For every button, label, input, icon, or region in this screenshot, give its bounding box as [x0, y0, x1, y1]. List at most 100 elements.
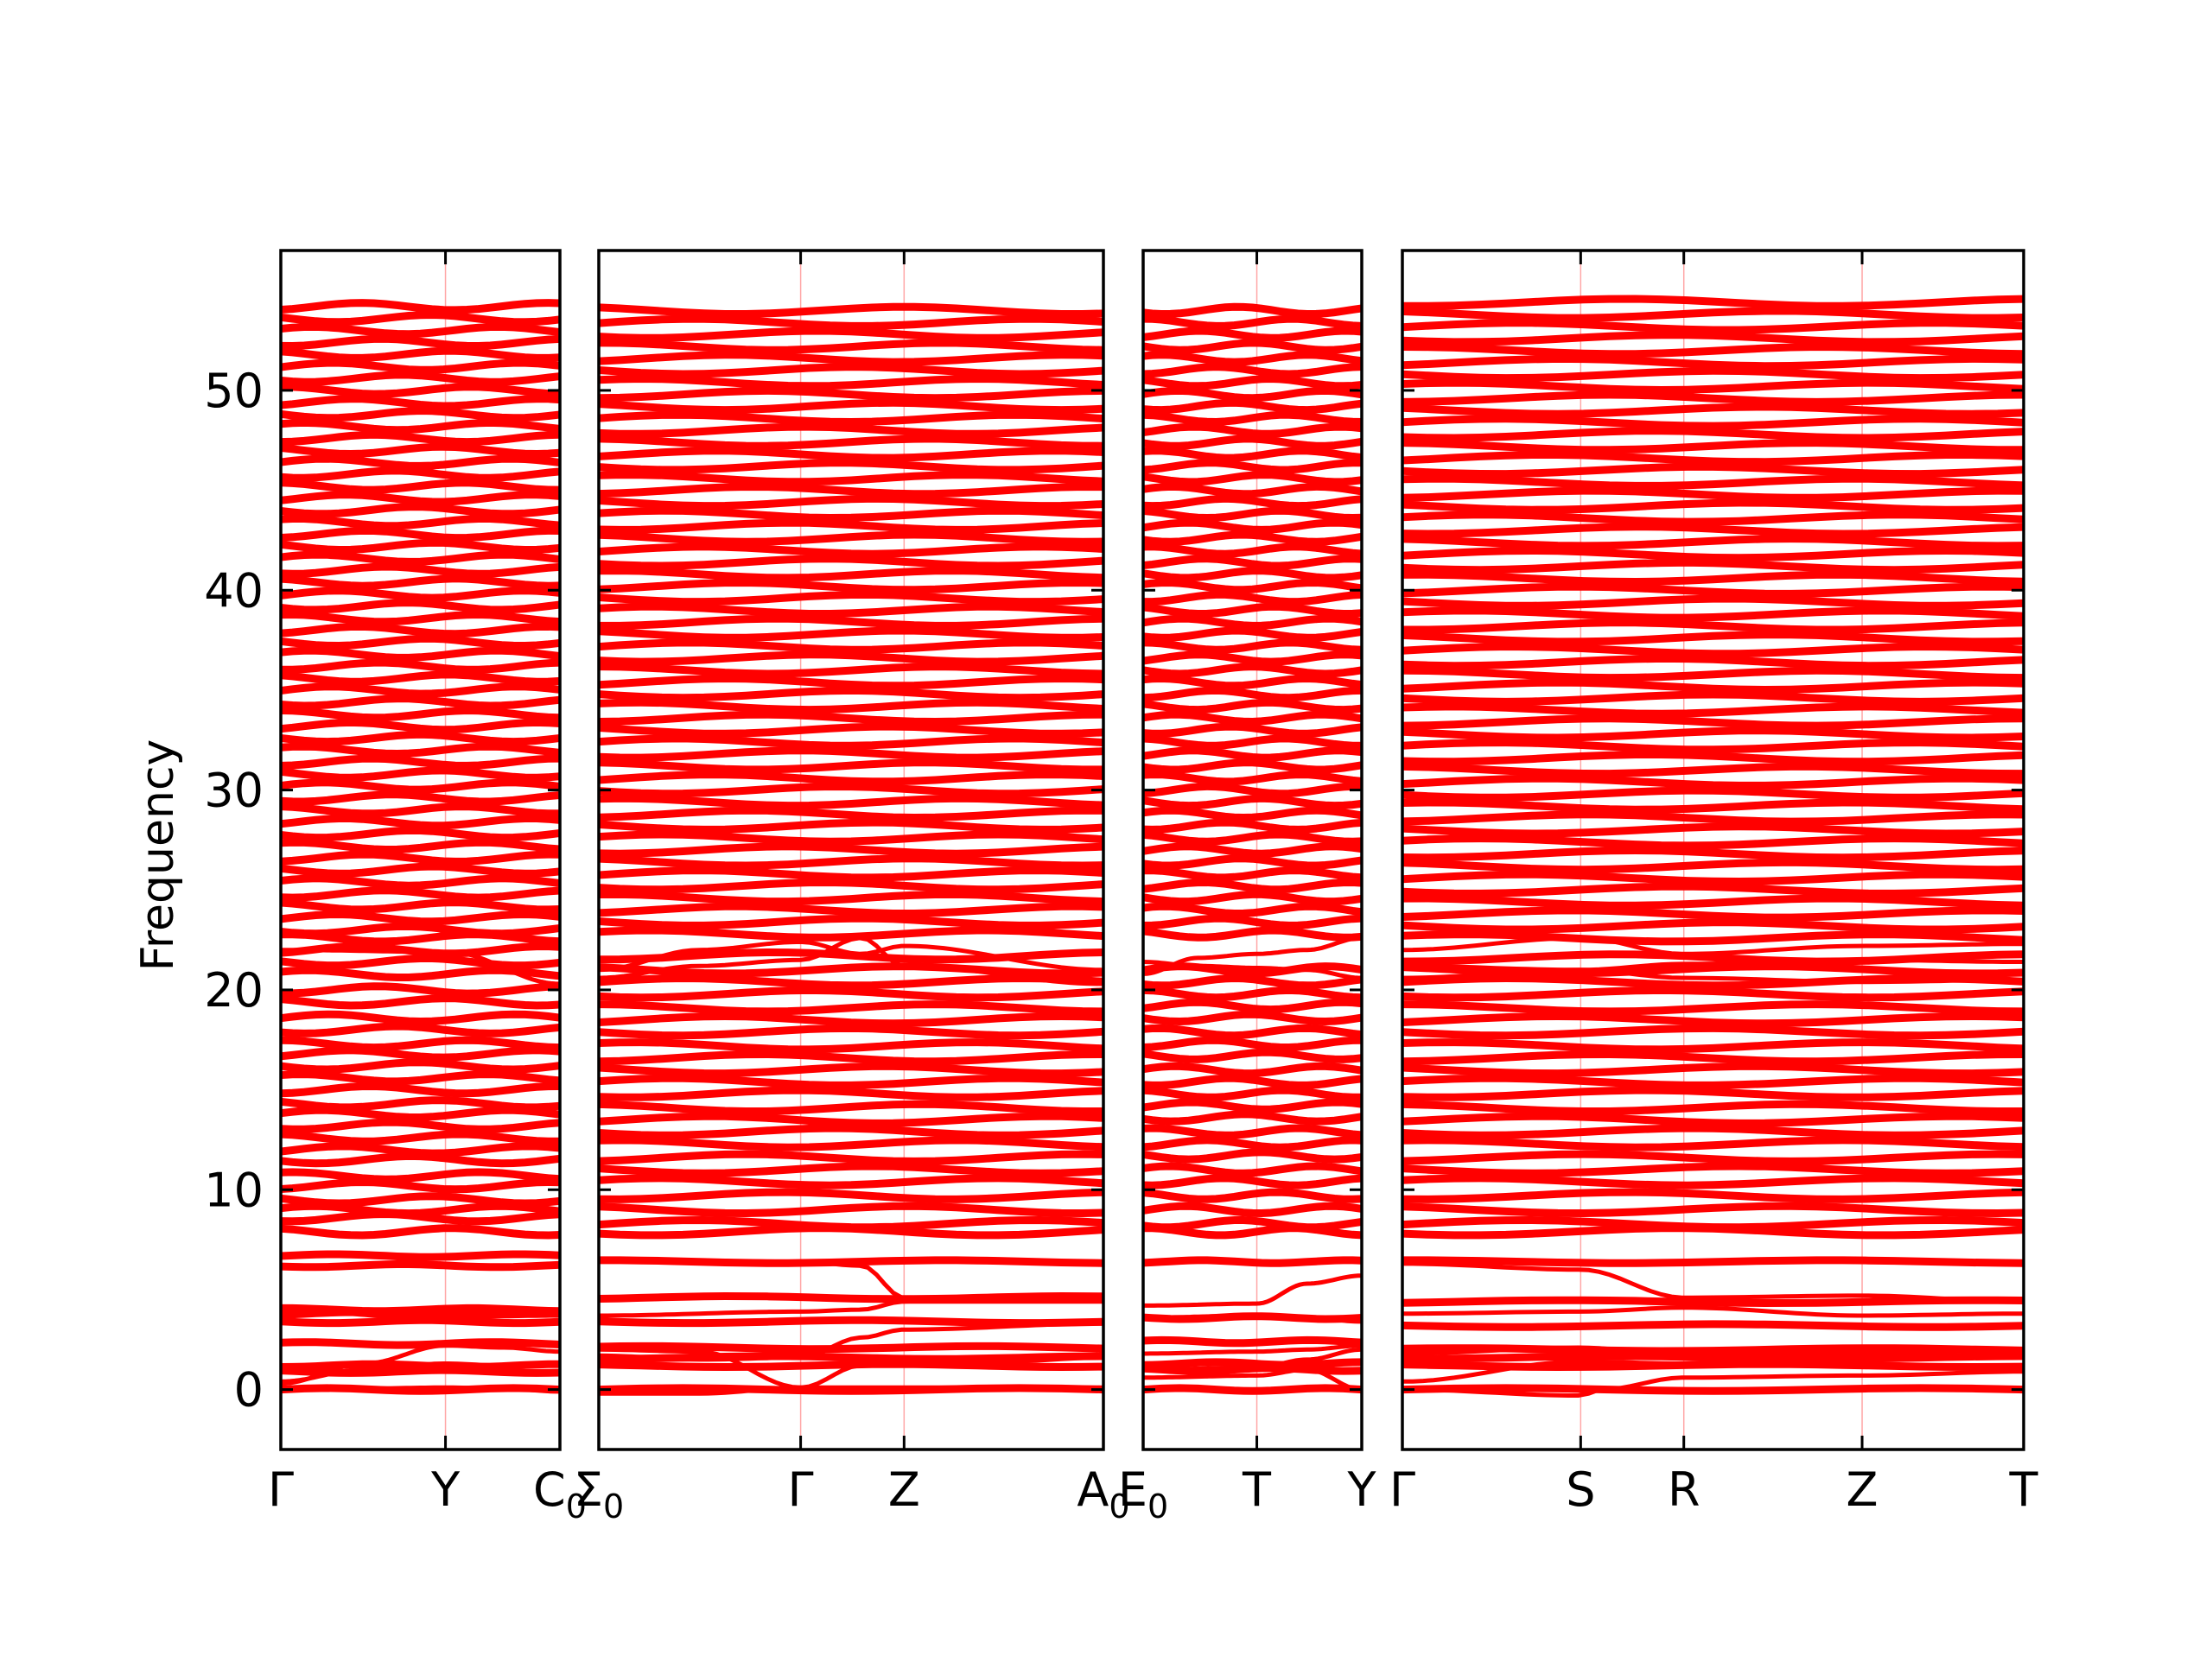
band-line — [1402, 642, 2024, 658]
dispersion-curve — [1143, 960, 1362, 980]
band-line — [599, 638, 1103, 654]
band-line — [1402, 415, 2024, 430]
band-line — [1143, 422, 1362, 438]
band-line — [281, 730, 560, 746]
x-tick-label: Z — [1847, 1462, 1878, 1517]
band-line — [1402, 702, 2024, 718]
band-line — [1402, 870, 2024, 886]
band-line — [599, 614, 1103, 630]
band-line — [1143, 734, 1362, 750]
band-line — [1143, 998, 1362, 1014]
band-line — [281, 395, 560, 410]
band-line — [281, 1260, 560, 1272]
band-line — [1143, 1024, 1362, 1040]
dispersion-curve — [1143, 936, 1362, 976]
band-line — [1143, 602, 1362, 618]
band-line — [281, 706, 560, 722]
band-line — [1143, 1224, 1362, 1240]
band-line — [599, 1062, 1103, 1078]
band-line — [1143, 363, 1362, 378]
band-line — [1402, 1100, 2024, 1115]
band-line — [1402, 786, 2024, 802]
band-line — [599, 363, 1103, 378]
band-line — [1402, 751, 2024, 766]
band-line — [1402, 319, 2024, 334]
band-line — [599, 842, 1103, 858]
y-tick-label: 10 — [204, 1163, 264, 1217]
band-line — [1143, 1010, 1362, 1026]
band-line — [281, 1022, 560, 1037]
band-line — [281, 695, 560, 710]
dispersion-curve — [281, 1385, 560, 1394]
band-line — [1143, 398, 1362, 415]
band-line — [281, 587, 560, 602]
band-line — [1143, 567, 1362, 582]
dispersion-curve — [281, 1307, 560, 1320]
dispersion-curve — [599, 1299, 1103, 1318]
band-line — [1143, 1174, 1362, 1189]
band-line — [1402, 451, 2024, 466]
band-line — [1402, 498, 2024, 514]
band-line — [281, 1142, 560, 1158]
band-line — [281, 1250, 560, 1261]
band-line — [281, 982, 560, 998]
band-line — [1402, 427, 2024, 442]
band-line — [1143, 663, 1362, 678]
band-line — [1402, 1012, 2024, 1028]
band-line — [1402, 739, 2024, 754]
dispersion-curve — [1143, 1313, 1362, 1324]
dispersion-curve — [281, 1361, 560, 1384]
band-line — [599, 854, 1103, 870]
band-line — [599, 686, 1103, 702]
band-line — [599, 386, 1103, 403]
band-line — [1143, 698, 1362, 714]
band-line — [1143, 1086, 1362, 1101]
band-lines — [1402, 251, 2024, 1449]
band-line — [281, 682, 560, 698]
band-line — [281, 718, 560, 734]
band-line — [1143, 674, 1362, 690]
band-line — [281, 1070, 560, 1086]
band-line — [599, 948, 1103, 964]
band-line — [1402, 331, 2024, 346]
band-line — [599, 710, 1103, 726]
band-line — [281, 802, 560, 818]
x-tick-label: Z — [888, 1462, 920, 1517]
band-line — [1402, 474, 2024, 490]
band-line — [1143, 1202, 1362, 1218]
band-line — [1402, 1320, 2024, 1331]
dispersion-curve — [1402, 936, 2024, 956]
dispersion-curve — [1402, 1369, 2024, 1398]
band-line — [1402, 606, 2024, 622]
band-line — [1402, 798, 2024, 814]
band-line — [281, 634, 560, 650]
band-line — [1402, 678, 2024, 695]
band-line — [1143, 494, 1362, 511]
band-line — [1143, 830, 1362, 846]
band-line — [1402, 439, 2024, 454]
band-line — [599, 482, 1103, 498]
band-line — [1143, 1048, 1362, 1063]
band-line — [1402, 846, 2024, 862]
band-line — [599, 567, 1103, 582]
band-lines — [1143, 251, 1362, 1449]
band-line — [1143, 771, 1362, 786]
band-line — [281, 658, 560, 674]
dispersion-curve — [1402, 1345, 2024, 1358]
dispersion-curve — [599, 1385, 1103, 1396]
band-line — [1143, 374, 1362, 390]
band-line — [1143, 1124, 1362, 1139]
band-line — [1402, 1384, 2024, 1395]
x-tick-label: T — [2009, 1462, 2039, 1517]
dispersion-curve — [1402, 1305, 2024, 1318]
band-line — [1402, 618, 2024, 634]
band-line — [599, 314, 1103, 330]
band-line — [1143, 794, 1362, 810]
band-line — [1402, 690, 2024, 706]
band-line — [599, 818, 1103, 834]
band-line — [1402, 462, 2024, 479]
band-line — [1143, 1335, 1362, 1348]
